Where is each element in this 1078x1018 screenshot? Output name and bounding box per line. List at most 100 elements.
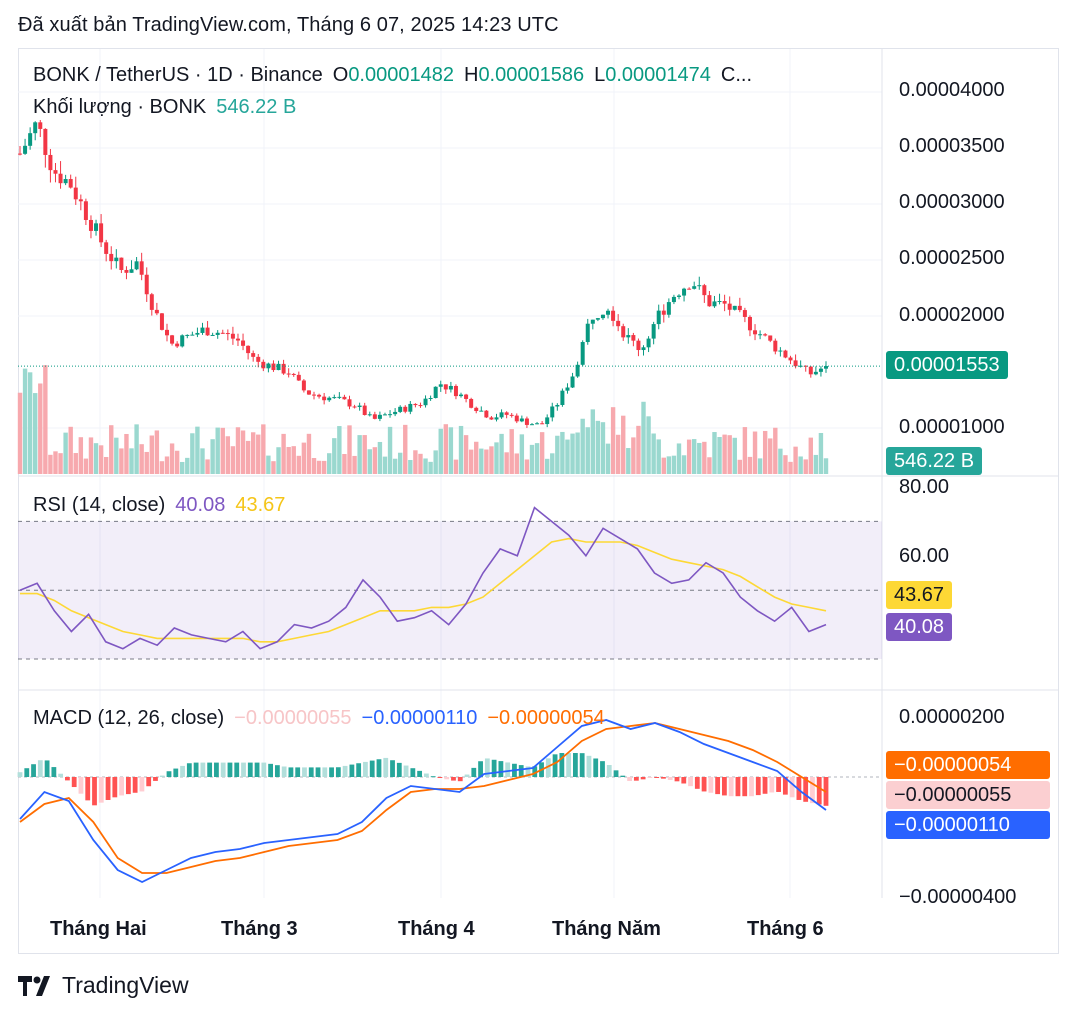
volume-bar bbox=[362, 435, 367, 474]
candle-body bbox=[692, 286, 697, 289]
candle-body bbox=[393, 411, 398, 415]
rsi-tick: 80.00 bbox=[899, 476, 950, 498]
candle-body bbox=[190, 334, 195, 336]
macd-histogram-bar bbox=[85, 777, 91, 801]
candle-body bbox=[535, 423, 540, 425]
volume-bar bbox=[377, 441, 383, 474]
volume-bar bbox=[555, 435, 560, 474]
volume-bar bbox=[610, 407, 616, 474]
candle-body bbox=[494, 417, 499, 420]
macd-histogram-bar bbox=[755, 777, 761, 796]
volume-bar bbox=[98, 445, 104, 474]
macd-hist-badge: −0.00000055 bbox=[886, 781, 1050, 809]
candle-body bbox=[697, 285, 702, 287]
volume-bar bbox=[205, 459, 210, 474]
candle-body bbox=[144, 274, 149, 295]
candle-body bbox=[428, 398, 433, 400]
x-label: Tháng 6 bbox=[747, 918, 824, 940]
volume-bar bbox=[595, 420, 601, 474]
macd-line-badge: −0.00000110 bbox=[886, 811, 1050, 839]
volume-bar bbox=[605, 443, 611, 474]
rsi-ma-badge: 43.67 bbox=[886, 581, 953, 609]
rsi-legend: RSI (14, close) 40.08 43.67 bbox=[33, 494, 285, 517]
volume-bar bbox=[793, 446, 798, 474]
macd-histogram-bar bbox=[444, 777, 450, 780]
macd-histogram-bar bbox=[159, 775, 165, 777]
volume-bar bbox=[732, 437, 737, 474]
candle-body bbox=[382, 414, 387, 416]
volume-bar bbox=[534, 443, 540, 474]
candle-body bbox=[438, 384, 443, 387]
volume-bar bbox=[631, 437, 636, 474]
volume-bar bbox=[757, 458, 763, 474]
volume-bar bbox=[266, 455, 271, 474]
volume-bar bbox=[372, 447, 378, 474]
volume-bar bbox=[773, 427, 778, 474]
candle-body bbox=[768, 335, 773, 341]
volume-bar bbox=[63, 432, 68, 474]
macd-histogram-bar bbox=[471, 767, 477, 777]
macd-histogram-bar bbox=[363, 761, 368, 777]
macd-hist-value: −0.00000055 bbox=[234, 707, 352, 729]
volume-bar bbox=[722, 434, 727, 474]
candle-body bbox=[119, 257, 124, 270]
high-label: H bbox=[463, 64, 479, 86]
macd-histogram-bar bbox=[98, 777, 104, 803]
price-tick: 0.00002000 bbox=[899, 304, 1005, 326]
volume-bar bbox=[215, 427, 220, 474]
candle-body bbox=[246, 345, 251, 354]
volume-bar bbox=[479, 448, 484, 474]
volume-bar bbox=[144, 451, 149, 474]
volume-bar bbox=[129, 448, 134, 474]
macd-histogram-bar bbox=[762, 777, 768, 794]
candle-body bbox=[803, 365, 808, 367]
volume-bar bbox=[316, 460, 322, 474]
candle-body bbox=[499, 412, 504, 418]
x-label: Tháng 4 bbox=[398, 918, 475, 940]
candle-body bbox=[327, 397, 332, 401]
volume-bar bbox=[134, 424, 139, 474]
candle-body bbox=[43, 128, 48, 155]
volume-bar bbox=[453, 459, 459, 474]
volume-bar bbox=[38, 383, 43, 474]
candle-body bbox=[793, 360, 798, 367]
volume-bar bbox=[671, 455, 677, 474]
candle-body bbox=[606, 310, 611, 315]
candle-body bbox=[28, 133, 33, 146]
volume-bar bbox=[717, 436, 722, 474]
volume-bar bbox=[382, 456, 388, 474]
macd-histogram-bar bbox=[681, 777, 687, 784]
macd-histogram-bar bbox=[606, 765, 612, 777]
macd-histogram-bar bbox=[613, 770, 619, 777]
volume-bar bbox=[397, 452, 403, 474]
volume-bar bbox=[727, 435, 732, 474]
chart-frame[interactable] bbox=[18, 48, 1059, 954]
macd-histogram-bar bbox=[586, 755, 592, 777]
candle-body bbox=[180, 335, 185, 347]
volume-bar bbox=[752, 431, 758, 474]
volume-bar bbox=[737, 459, 743, 474]
symbol-legend: BONK / TetherUS · 1D · Binance O0.000014… bbox=[33, 64, 752, 87]
macd-histogram-bar bbox=[220, 762, 226, 777]
macd-histogram-bar bbox=[552, 754, 558, 777]
brand-logo[interactable]: TradingView bbox=[18, 972, 189, 999]
candle-body bbox=[256, 356, 261, 362]
macd-pane bbox=[17, 719, 882, 884]
volume-bar bbox=[83, 458, 89, 474]
candle-body bbox=[403, 406, 408, 412]
candle-body bbox=[585, 323, 590, 343]
macd-histogram-bar bbox=[335, 767, 341, 777]
macd-histogram-bar bbox=[451, 777, 456, 781]
candle-body bbox=[479, 410, 484, 412]
candle-body bbox=[312, 394, 317, 396]
volume-bar bbox=[210, 439, 215, 474]
candle-body bbox=[205, 327, 210, 336]
volume-bar bbox=[403, 424, 408, 474]
candle-body bbox=[778, 350, 783, 352]
volume-bar bbox=[656, 439, 661, 474]
candle-body bbox=[362, 405, 367, 415]
candle-body bbox=[783, 350, 788, 358]
x-label: Tháng 3 bbox=[221, 918, 298, 940]
price-tick: 0.00004000 bbox=[899, 79, 1005, 101]
